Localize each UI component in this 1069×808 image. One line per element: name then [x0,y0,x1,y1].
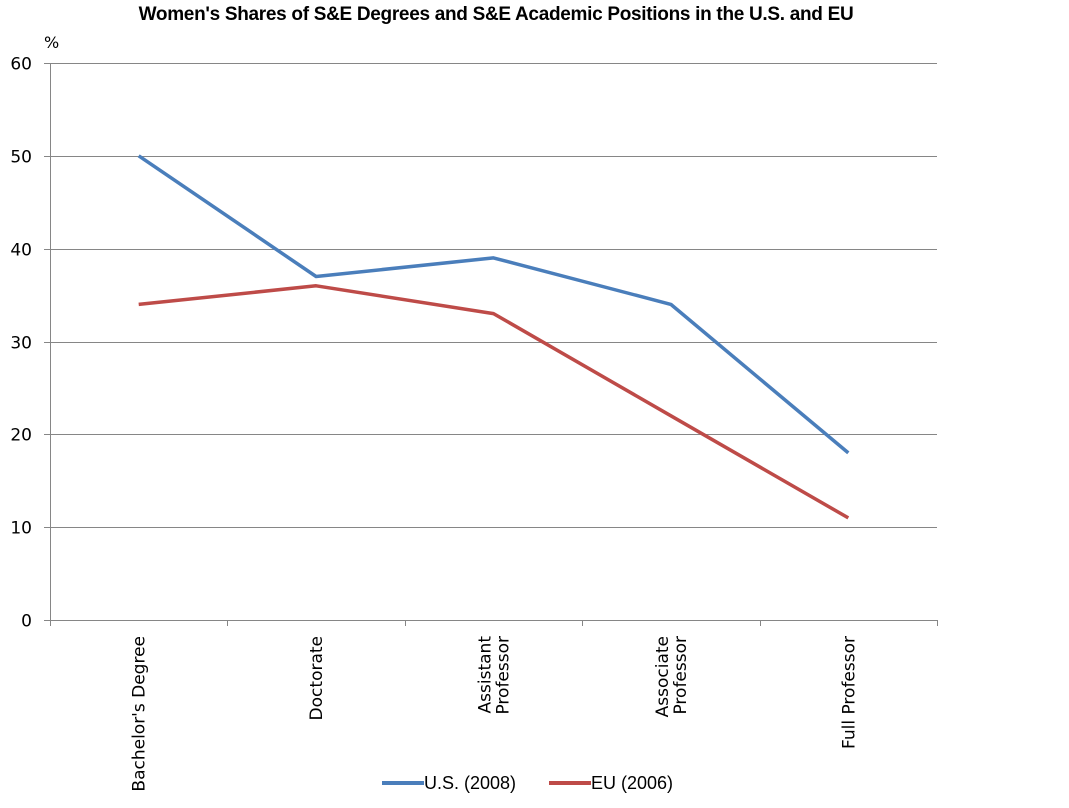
legend-item: EU (2006) [549,773,673,793]
chart-title: Women's Shares of S&E Degrees and S&E Ac… [138,4,854,25]
x-axis-ticks: Bachelor's Degree Doctorate AssistantProfe… [130,636,860,792]
y-tick-label: 40 [10,241,32,261]
y-tick-label: 50 [10,148,32,168]
y-tick-label: 30 [10,334,32,354]
x-tick-label-line: Associate [653,636,673,717]
legend-label: EU (2006) [591,773,673,793]
legend: U.S. (2008) EU (2006) [382,773,673,793]
y-axis-ticks: 0 10 20 30 40 50 60 [10,55,32,632]
series-lines [137,154,850,520]
gridlines [50,63,937,528]
legend-label: U.S. (2008) [424,773,516,793]
x-tick-label: Doctorate [307,636,327,720]
x-tick-label-line: Professor [494,636,514,715]
y-tick-label: 10 [10,519,32,539]
y-tick-label: 20 [10,426,32,446]
legend-item: U.S. (2008) [382,773,516,793]
y-tick-label: 0 [21,612,32,632]
y-axis-unit-label: % [44,33,59,52]
x-tick-label-line: Bachelor's Degree [130,636,150,792]
x-tick-label-line: Full Professor [839,636,859,749]
series-line [137,154,850,455]
axes [44,63,938,626]
x-tick-label-line: Professor [671,636,691,715]
x-tick-label: Full Professor [839,636,859,749]
x-tick-label-line: Assistant [476,636,496,714]
x-tick-label-line: Doctorate [307,636,327,720]
y-tick-label: 60 [10,55,32,75]
series-line [138,284,850,520]
x-tick-label: Bachelor's Degree [130,636,150,792]
